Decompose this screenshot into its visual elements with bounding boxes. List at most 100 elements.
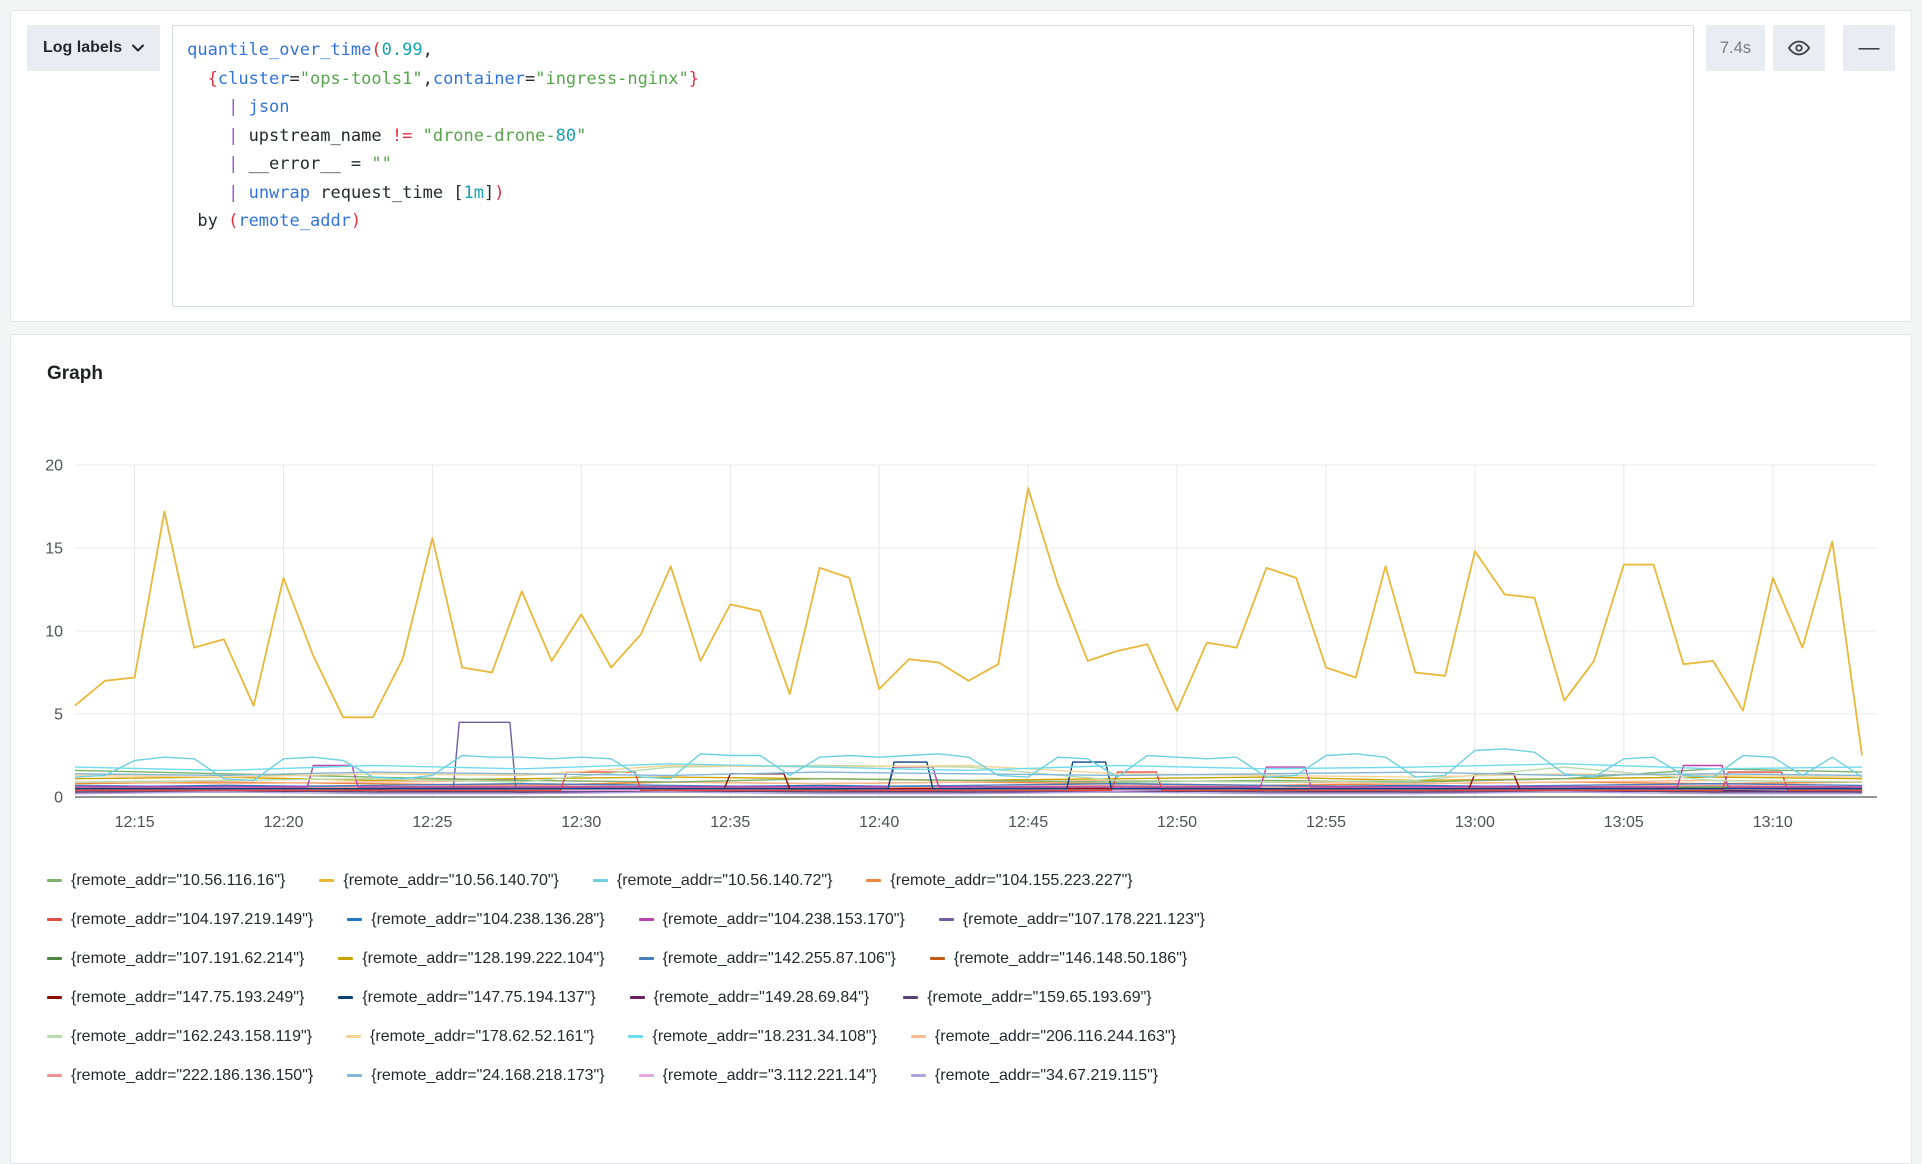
legend-item[interactable]: {remote_addr="104.197.219.149"} bbox=[47, 910, 313, 929]
eye-icon bbox=[1788, 37, 1810, 59]
query-controls: 7.4s — bbox=[1706, 25, 1895, 71]
legend-series-label: {remote_addr="142.255.87.106"} bbox=[663, 949, 896, 968]
legend-color-swatch bbox=[911, 1035, 926, 1038]
legend-series-label: {remote_addr="10.56.140.70"} bbox=[343, 871, 559, 890]
legend-series-label: {remote_addr="34.67.219.115"} bbox=[935, 1066, 1158, 1085]
legend-color-swatch bbox=[639, 957, 654, 960]
graph-panel-title: Graph bbox=[47, 363, 1883, 385]
legend-series-label: {remote_addr="24.168.218.173"} bbox=[371, 1066, 604, 1085]
legend-item[interactable]: {remote_addr="149.28.69.84"} bbox=[630, 988, 870, 1007]
collapse-query-button[interactable]: — bbox=[1843, 25, 1895, 71]
svg-text:20: 20 bbox=[45, 458, 63, 475]
legend-series-label: {remote_addr="206.116.244.163"} bbox=[935, 1027, 1176, 1046]
legend-item[interactable]: {remote_addr="24.168.218.173"} bbox=[347, 1066, 604, 1085]
svg-text:12:20: 12:20 bbox=[263, 814, 303, 831]
query-row: Log labels quantile_over_time(0.99, {clu… bbox=[10, 10, 1912, 322]
legend-color-swatch bbox=[47, 1074, 62, 1077]
legend-color-swatch bbox=[47, 918, 62, 921]
legend-color-swatch bbox=[319, 879, 334, 882]
legend-color-swatch bbox=[347, 918, 362, 921]
legend-series-label: {remote_addr="3.112.221.14"} bbox=[663, 1066, 877, 1085]
legend-color-swatch bbox=[47, 957, 62, 960]
legend-color-swatch bbox=[903, 996, 918, 999]
legend-color-swatch bbox=[347, 1074, 362, 1077]
legend-color-swatch bbox=[911, 1074, 926, 1077]
legend-item[interactable]: {remote_addr="147.75.193.249"} bbox=[47, 988, 304, 1007]
legend-item[interactable]: {remote_addr="3.112.221.14"} bbox=[639, 1066, 877, 1085]
query-editor-code: quantile_over_time(0.99, {cluster="ops-t… bbox=[187, 36, 1679, 236]
svg-text:15: 15 bbox=[45, 541, 63, 558]
legend-series-label: {remote_addr="107.191.62.214"} bbox=[71, 949, 304, 968]
legend-color-swatch bbox=[346, 1035, 361, 1038]
legend-series-label: {remote_addr="104.238.136.28"} bbox=[371, 910, 604, 929]
legend-color-swatch bbox=[930, 957, 945, 960]
legend-item[interactable]: {remote_addr="178.62.52.161"} bbox=[346, 1027, 594, 1046]
legend-color-swatch bbox=[593, 879, 608, 882]
svg-text:10: 10 bbox=[45, 624, 63, 641]
svg-text:12:30: 12:30 bbox=[561, 814, 601, 831]
svg-text:5: 5 bbox=[54, 707, 63, 724]
graph-panel: Graph 0 5 10 15 20 12:15 12:20 12:25 12:30 12:35 1… bbox=[10, 334, 1912, 1164]
legend-color-swatch bbox=[639, 918, 654, 921]
legend-item[interactable]: {remote_addr="34.67.219.115"} bbox=[911, 1066, 1158, 1085]
legend-item[interactable]: {remote_addr="162.243.158.119"} bbox=[47, 1027, 312, 1046]
legend-series-label: {remote_addr="162.243.158.119"} bbox=[71, 1027, 312, 1046]
legend-item[interactable]: {remote_addr="107.178.221.123"} bbox=[939, 910, 1205, 929]
legend-item[interactable]: {remote_addr="147.75.194.137"} bbox=[338, 988, 595, 1007]
legend-series-label: {remote_addr="104.197.219.149"} bbox=[71, 910, 313, 929]
legend-series-label: {remote_addr="147.75.193.249"} bbox=[71, 988, 304, 1007]
legend-item[interactable]: {remote_addr="10.56.140.72"} bbox=[593, 871, 833, 890]
legend-item[interactable]: {remote_addr="222.186.136.150"} bbox=[47, 1066, 313, 1085]
legend-item[interactable]: {remote_addr="104.238.136.28"} bbox=[347, 910, 604, 929]
explore-page: Log labels quantile_over_time(0.99, {clu… bbox=[0, 0, 1922, 1164]
svg-text:13:10: 13:10 bbox=[1753, 814, 1793, 831]
legend-series-label: {remote_addr="147.75.194.137"} bbox=[362, 988, 595, 1007]
legend-color-swatch bbox=[47, 1035, 62, 1038]
chevron-down-icon bbox=[132, 44, 144, 52]
legend-item[interactable]: {remote_addr="10.56.116.16"} bbox=[47, 871, 285, 890]
query-inspector-button[interactable] bbox=[1773, 25, 1825, 71]
legend-series-label: {remote_addr="104.155.223.227"} bbox=[890, 871, 1132, 890]
legend-series-label: {remote_addr="159.65.193.69"} bbox=[927, 988, 1151, 1007]
legend-series-label: {remote_addr="10.56.140.72"} bbox=[617, 871, 833, 890]
legend-series-label: {remote_addr="107.178.221.123"} bbox=[963, 910, 1205, 929]
legend-item[interactable]: {remote_addr="206.116.244.163"} bbox=[911, 1027, 1176, 1046]
legend-color-swatch bbox=[47, 996, 62, 999]
minus-icon: — bbox=[1859, 36, 1880, 60]
legend-item[interactable]: {remote_addr="107.191.62.214"} bbox=[47, 949, 304, 968]
legend-series-label: {remote_addr="10.56.116.16"} bbox=[71, 871, 285, 890]
legend-item[interactable]: {remote_addr="128.199.222.104"} bbox=[338, 949, 604, 968]
legend-series-label: {remote_addr="222.186.136.150"} bbox=[71, 1066, 313, 1085]
legend-item[interactable]: {remote_addr="104.155.223.227"} bbox=[866, 871, 1132, 890]
legend-color-swatch bbox=[939, 918, 954, 921]
svg-text:12:15: 12:15 bbox=[115, 814, 155, 831]
graph-canvas[interactable]: 0 5 10 15 20 12:15 12:20 12:25 12:30 12:35 12:40 12… bbox=[39, 457, 1885, 837]
svg-text:12:50: 12:50 bbox=[1157, 814, 1197, 831]
legend-item[interactable]: {remote_addr="10.56.140.70"} bbox=[319, 871, 559, 890]
svg-text:0: 0 bbox=[54, 790, 63, 807]
legend-series-label: {remote_addr="128.199.222.104"} bbox=[362, 949, 604, 968]
legend-item[interactable]: {remote_addr="146.148.50.186"} bbox=[930, 949, 1187, 968]
legend-item[interactable]: {remote_addr="104.238.153.170"} bbox=[639, 910, 905, 929]
legend-item[interactable]: {remote_addr="18.231.34.108"} bbox=[628, 1027, 876, 1046]
svg-text:12:45: 12:45 bbox=[1008, 814, 1048, 831]
legend-item[interactable]: {remote_addr="142.255.87.106"} bbox=[639, 949, 896, 968]
graph-legend: {remote_addr="10.56.116.16"} {remote_addr… bbox=[39, 871, 1339, 1085]
legend-series-label: {remote_addr="178.62.52.161"} bbox=[370, 1027, 594, 1046]
legend-color-swatch bbox=[628, 1035, 643, 1038]
svg-text:13:05: 13:05 bbox=[1604, 814, 1644, 831]
svg-text:13:00: 13:00 bbox=[1455, 814, 1495, 831]
legend-series-label: {remote_addr="146.148.50.186"} bbox=[954, 949, 1187, 968]
log-labels-label: Log labels bbox=[43, 39, 122, 57]
legend-color-swatch bbox=[866, 879, 881, 882]
legend-series-label: {remote_addr="18.231.34.108"} bbox=[652, 1027, 876, 1046]
query-duration-badge: 7.4s bbox=[1706, 25, 1765, 71]
svg-text:12:55: 12:55 bbox=[1306, 814, 1346, 831]
log-labels-button[interactable]: Log labels bbox=[27, 25, 160, 71]
query-editor[interactable]: quantile_over_time(0.99, {cluster="ops-t… bbox=[172, 25, 1694, 307]
svg-text:12:25: 12:25 bbox=[412, 814, 452, 831]
svg-text:12:35: 12:35 bbox=[710, 814, 750, 831]
legend-item[interactable]: {remote_addr="159.65.193.69"} bbox=[903, 988, 1151, 1007]
svg-text:12:40: 12:40 bbox=[859, 814, 899, 831]
legend-color-swatch bbox=[630, 996, 645, 999]
